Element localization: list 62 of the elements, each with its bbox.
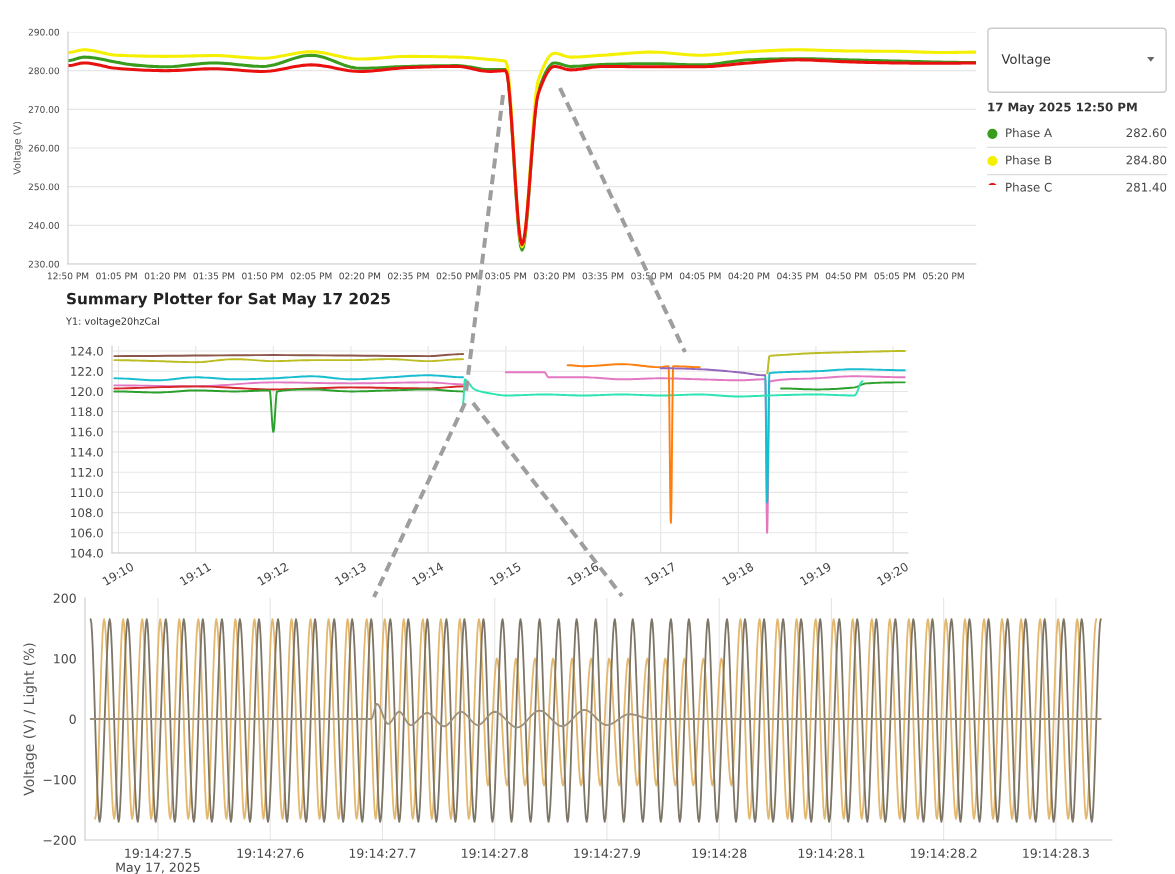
x-tick-label: 02:20 PM — [339, 272, 381, 280]
x-tick-label: 19:14:27.7 — [349, 848, 416, 859]
x-tick-label: 02:05 PM — [290, 272, 332, 280]
x-tick-label: 03:20 PM — [533, 272, 575, 280]
x-tick-label: 19:14:28.1 — [798, 848, 865, 859]
x-tick-label: 19:14:27.9 — [574, 848, 641, 859]
text: Voltage — [1001, 53, 1051, 67]
x-tick-label: 02:50 PM — [436, 272, 478, 280]
y-tick-label: 230.00 — [28, 260, 60, 268]
x-tick-label: 19:14:27.5 May 17, 2025 — [116, 848, 200, 874]
y-tick-label: 124.0 — [71, 346, 103, 356]
y-tick-label: 250.00 — [28, 183, 60, 191]
x-tick-label: 19:14:28.3 — [1023, 848, 1089, 859]
y-tick-label: 116.0 — [71, 427, 103, 437]
text: 282.60 — [1126, 128, 1167, 138]
legend-label: Phase A — [1006, 128, 1052, 138]
legend-label: Phase C — [1006, 182, 1052, 192]
text: 17 May 2025 12:50 PM — [988, 102, 1137, 114]
x-tick-label: 01:35 PM — [193, 272, 235, 280]
x-tick-label: 03:35 PM — [582, 272, 624, 280]
chart-title: Summary Plotter for Sat May 17 2025 — [67, 292, 390, 308]
x-tick-label: 05:20 PM — [923, 272, 964, 280]
x-tick-label: 04:20 PM — [728, 272, 770, 280]
y-tick-label: 104.0 — [71, 548, 103, 558]
x-tick-label: 01:50 PM — [242, 272, 283, 280]
text: 281.40 — [1126, 182, 1167, 192]
y-tick-label: 260.00 — [28, 144, 60, 152]
y-tick-label: 106.0 — [71, 528, 103, 538]
y-tick-label: 120.0 — [71, 387, 103, 397]
y-tick-label: 110.0 — [71, 488, 103, 498]
chart-subtitle: Y1: voltage20hzCal — [65, 317, 159, 327]
y-tick-label: 290.00 — [28, 28, 60, 36]
x-tick-label: 19:14:28.2 — [910, 848, 977, 859]
y-tick-label: 122.0 — [71, 366, 103, 376]
x-tick-label: 04:05 PM — [679, 272, 721, 280]
y-axis-title: Voltage (V) — [13, 121, 23, 175]
y-tick-label: 108.0 — [71, 508, 103, 518]
x-tick-label: 04:35 PM — [777, 272, 818, 280]
y-tick-label: 270.00 — [28, 106, 60, 113]
x-tick-label: 19:14:27.6 — [237, 848, 304, 859]
x-tick-label: 04:50 PM — [825, 272, 867, 280]
y-tick-label: 112.0 — [71, 467, 103, 477]
text: 284.80 — [1126, 155, 1167, 165]
x-tick-label: 02:35 PM — [388, 272, 429, 280]
y-tick-label: 118.0 — [71, 407, 103, 417]
y-tick-label: 240.00 — [28, 222, 60, 229]
x-tick-label: 12:50 PM — [47, 272, 89, 280]
y-tick-label: −100 — [43, 774, 76, 785]
y-tick-label: 200 — [53, 593, 76, 603]
y-tick-label: 100 — [54, 653, 76, 664]
y-tick-label: 114.0 — [71, 447, 103, 457]
y-tick-label: −200 — [43, 835, 76, 845]
y-axis-title: Voltage (V) / Light (%) — [23, 643, 37, 796]
legend-label: Phase B — [1006, 155, 1052, 165]
y-tick-label: 0 — [69, 714, 76, 724]
y-tick-label: 280.00 — [28, 67, 60, 75]
x-tick-label: 19:14:27.8 — [462, 848, 528, 859]
x-tick-label: 01:05 PM — [96, 272, 137, 280]
x-tick-label: 01:20 PM — [144, 272, 186, 280]
x-tick-label: 03:05 PM — [485, 272, 526, 280]
x-tick-label: 19:14:28 — [692, 848, 747, 859]
x-tick-label: 05:05 PM — [874, 272, 916, 280]
